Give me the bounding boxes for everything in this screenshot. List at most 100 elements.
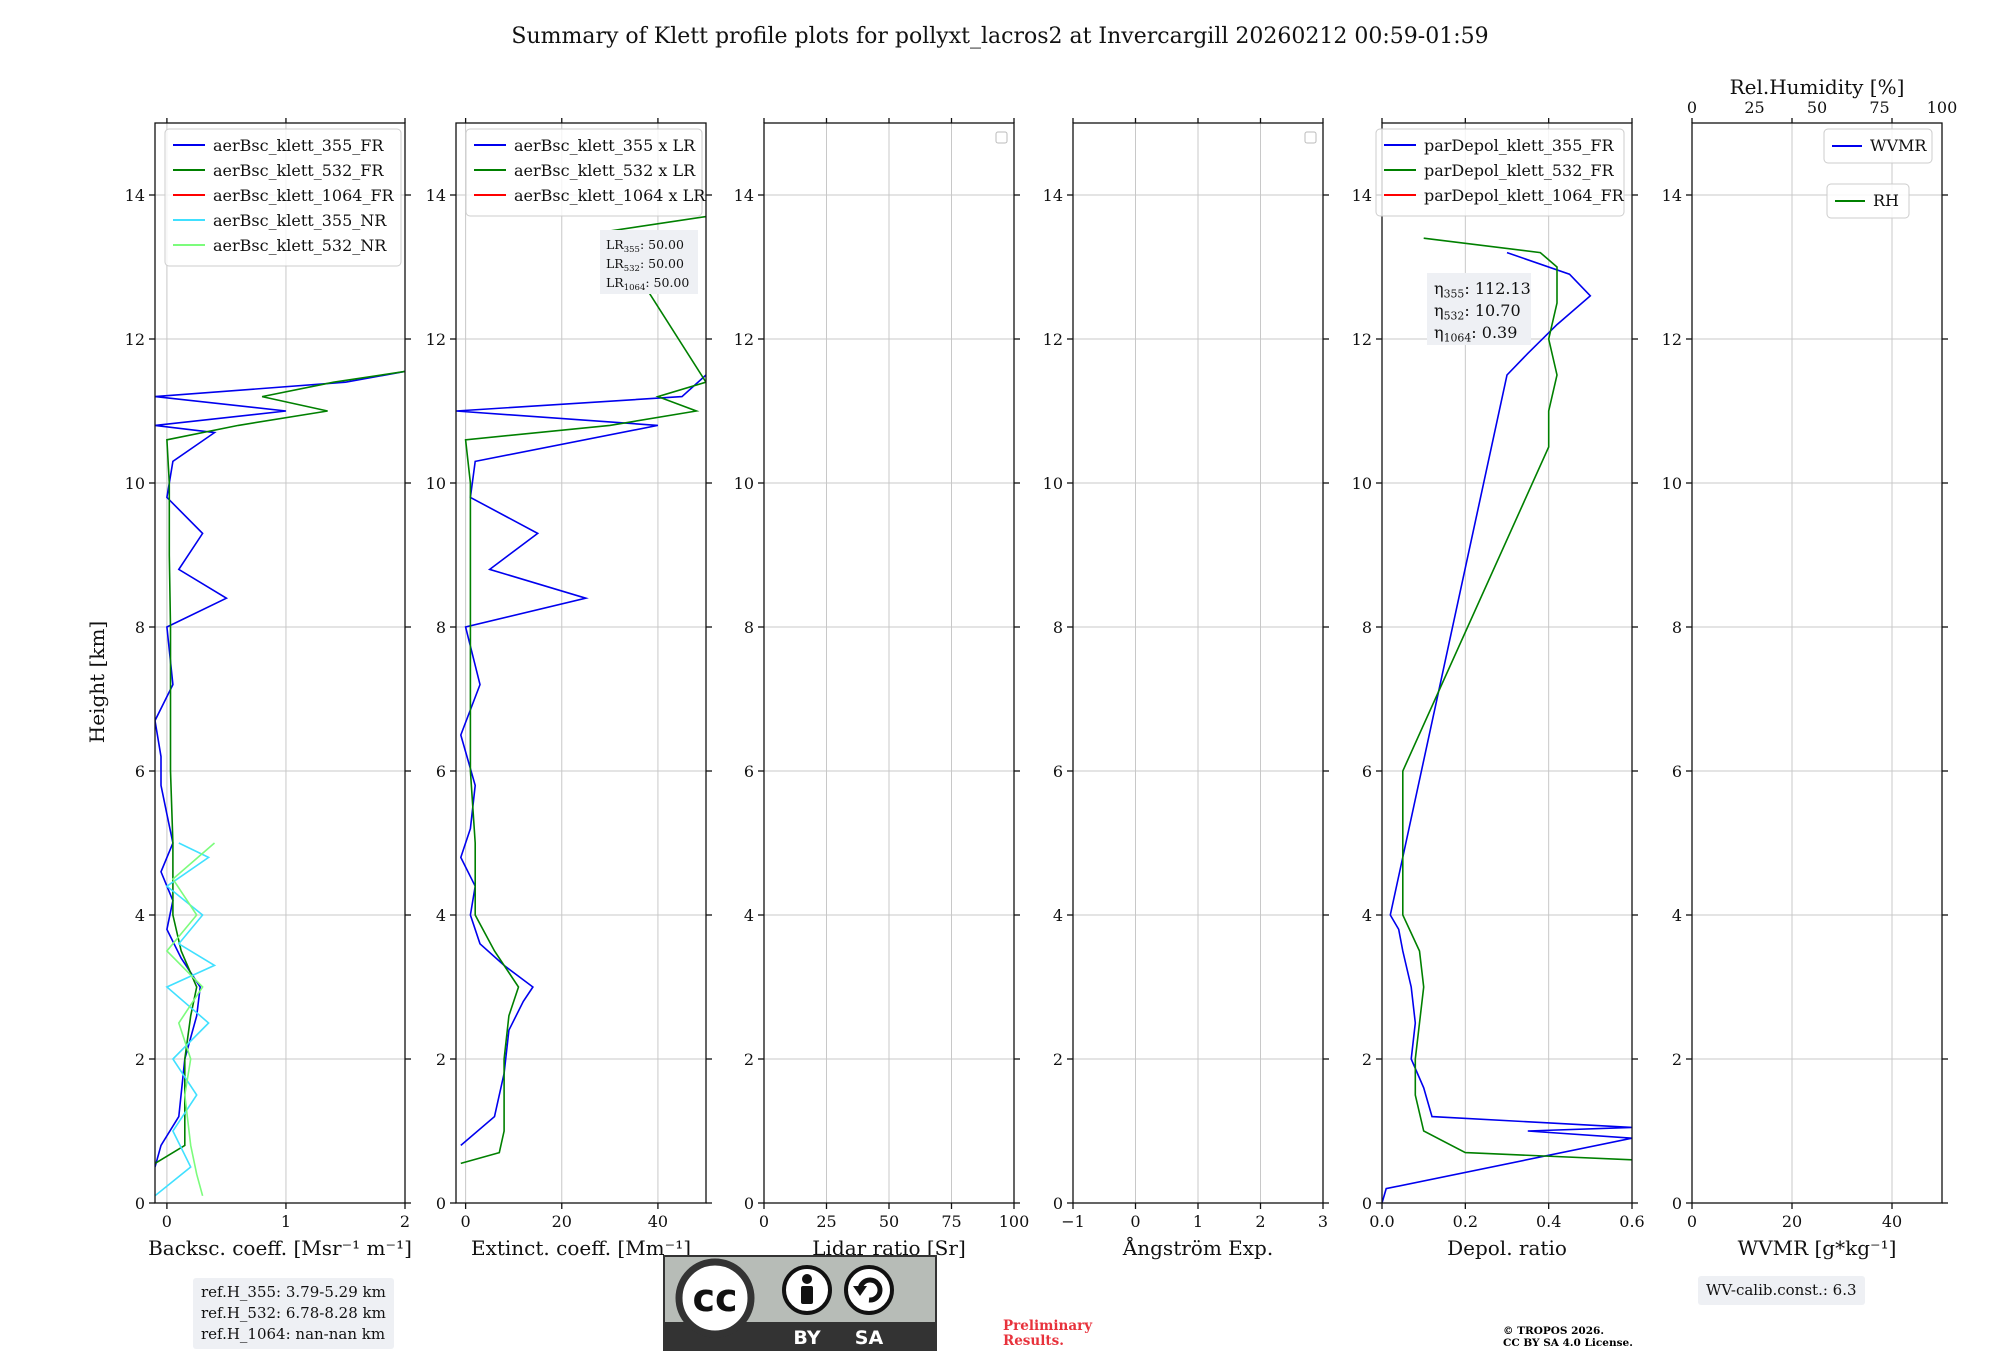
y-tick-label: 6	[1053, 762, 1063, 781]
y-tick-label: 0	[1362, 1194, 1372, 1213]
top-x-tick-label: 100	[1927, 98, 1958, 117]
series-group	[1382, 237, 1632, 1203]
x-tick-label: 3	[1318, 1212, 1328, 1231]
wv-calibration-box: WV-calib.const.: 6.3	[1698, 1276, 1865, 1305]
cc-logo-text: cc	[692, 1276, 737, 1320]
ref-height-355: ref.H_355: 3.79-5.29 km	[201, 1283, 386, 1301]
legend-label: aerBsc_klett_1064 x LR	[514, 186, 706, 205]
y-tick-label: 0	[135, 1194, 145, 1213]
top-x-axis-label: Rel.Humidity [%]	[1730, 75, 1905, 99]
axes-frame	[154, 122, 406, 1204]
figure-title: Summary of Klett profile plots for polly…	[511, 24, 1488, 49]
legend-box	[1375, 128, 1625, 217]
y-tick-label: 4	[1053, 906, 1063, 925]
axes-frame	[1381, 122, 1633, 1204]
attribution-icon-head	[802, 1274, 812, 1284]
x-axis-label: Depol. ratio	[1447, 1236, 1567, 1260]
copyright-note: © TROPOS 2026. CC BY SA 4.0 License.	[1503, 1325, 1633, 1349]
y-tick-label: 12	[125, 330, 145, 349]
x-tick-label: −1	[1061, 1212, 1085, 1231]
series-line-aerBsc_klett_355 x LR	[456, 374, 706, 1147]
series-line-aerBsc_klett_532 x LR	[460, 215, 706, 1165]
y-tick-label: 8	[744, 618, 754, 637]
legend-rh: RH	[1826, 183, 1910, 219]
panel-dep: 0 2 4 6 8 10 12 14 0.0 0.2 0.4 0.6 Depol. ratio parDe…	[1352, 118, 1645, 1260]
x-tick-label: 0.2	[1453, 1212, 1478, 1231]
legend-label: aerBsc_klett_532_NR	[213, 236, 387, 255]
y-tick-label: 14	[1352, 186, 1372, 205]
y-tick-label: 14	[1043, 186, 1063, 205]
top-x-tick-label: 75	[1869, 98, 1889, 117]
legend-box	[164, 128, 402, 267]
x-axis-label: Backsc. coeff. [Msr⁻¹ m⁻¹]	[148, 1236, 412, 1260]
y-tick-label: 8	[1362, 618, 1372, 637]
top-x-tick-label: 0	[1687, 98, 1697, 117]
y-tick-label: 2	[135, 1050, 145, 1069]
empty-legend-icon	[995, 131, 1008, 144]
legend-box	[1826, 183, 1910, 219]
annotation-line: LR1064: 50.00	[606, 275, 689, 293]
legend-wvmr: WVMR	[1823, 128, 1933, 164]
x-tick-label: 75	[941, 1212, 961, 1231]
annotation-line: η532: 10.70	[1434, 301, 1521, 323]
x-tick-label: 25	[816, 1212, 836, 1231]
x-axis-label: WVMR [g*kg⁻¹]	[1738, 1236, 1897, 1260]
legend-label: aerBsc_klett_355_FR	[213, 136, 384, 155]
ref-height-1064: ref.H_1064: nan-nan km	[201, 1325, 386, 1343]
legend-box	[1823, 128, 1933, 164]
y-tick-label: 10	[125, 474, 145, 493]
y-tick-label: 4	[1672, 906, 1682, 925]
attribution-icon-body	[801, 1286, 813, 1304]
cc-logo-icon	[675, 1258, 755, 1338]
y-tick-label: 6	[436, 762, 446, 781]
y-tick-label: 8	[436, 618, 446, 637]
axes-frame	[455, 122, 707, 1204]
y-tick-label: 10	[1043, 474, 1063, 493]
y-tick-label: 12	[734, 330, 754, 349]
y-tick-label: 8	[1053, 618, 1063, 637]
annotation-line: LR355: 50.00	[606, 237, 684, 255]
copyright-line-1: © TROPOS 2026.	[1503, 1325, 1605, 1337]
legend: parDepol_klett_355_FR parDepol_klett_532_…	[1375, 128, 1625, 217]
top-x-tick-label: 50	[1807, 98, 1827, 117]
y-tick-label: 0	[436, 1194, 446, 1213]
x-tick-label: 0	[461, 1212, 471, 1231]
x-tick-label: 40	[1882, 1212, 1902, 1231]
series-line-aerBsc_klett_355_FR	[155, 370, 405, 1168]
y-tick-label: 8	[135, 618, 145, 637]
panel-wv: 0 2 4 6 8 10 12 14 0 20 40 WVMR [g*kg⁻¹] 0 25 50 75 100 R…	[1662, 75, 1958, 1260]
series-line-aerBsc_klett_355_NR	[155, 842, 217, 1197]
preliminary-line-2: Results.	[1003, 1333, 1064, 1349]
annotation-line: η1064: 0.39	[1434, 323, 1517, 345]
y-tick-label: 2	[436, 1050, 446, 1069]
y-tick-label: 10	[1352, 474, 1372, 493]
badge-sa-label: SA	[855, 1327, 884, 1349]
series-line-parDepol_klett_532_FR	[1402, 237, 1632, 1161]
y-tick-label: 0	[744, 1194, 754, 1213]
y-tick-label: 2	[1672, 1050, 1682, 1069]
x-tick-label: 0.6	[1619, 1212, 1644, 1231]
legend-label: aerBsc_klett_355 x LR	[514, 136, 696, 155]
x-tick-label: 0	[1687, 1212, 1697, 1231]
y-tick-label: 8	[1672, 618, 1682, 637]
x-tick-label: 0	[162, 1212, 172, 1231]
legend-label: parDepol_klett_532_FR	[1424, 161, 1615, 180]
x-tick-label: 0	[759, 1212, 769, 1231]
y-tick-label: 4	[436, 906, 446, 925]
y-tick-label: 14	[426, 186, 446, 205]
y-tick-label: 14	[125, 186, 145, 205]
y-tick-label: 6	[744, 762, 754, 781]
annotation-bg	[1427, 273, 1531, 345]
legend-label: parDepol_klett_1064_FR	[1424, 186, 1625, 205]
empty-legend-icon	[1304, 131, 1317, 144]
y-tick-label: 0	[1053, 1194, 1063, 1213]
series-group	[155, 370, 405, 1197]
series-group	[456, 215, 706, 1165]
x-tick-label: 2	[1255, 1212, 1265, 1231]
y-tick-label: 6	[135, 762, 145, 781]
legend-label: aerBsc_klett_355_NR	[213, 211, 387, 230]
